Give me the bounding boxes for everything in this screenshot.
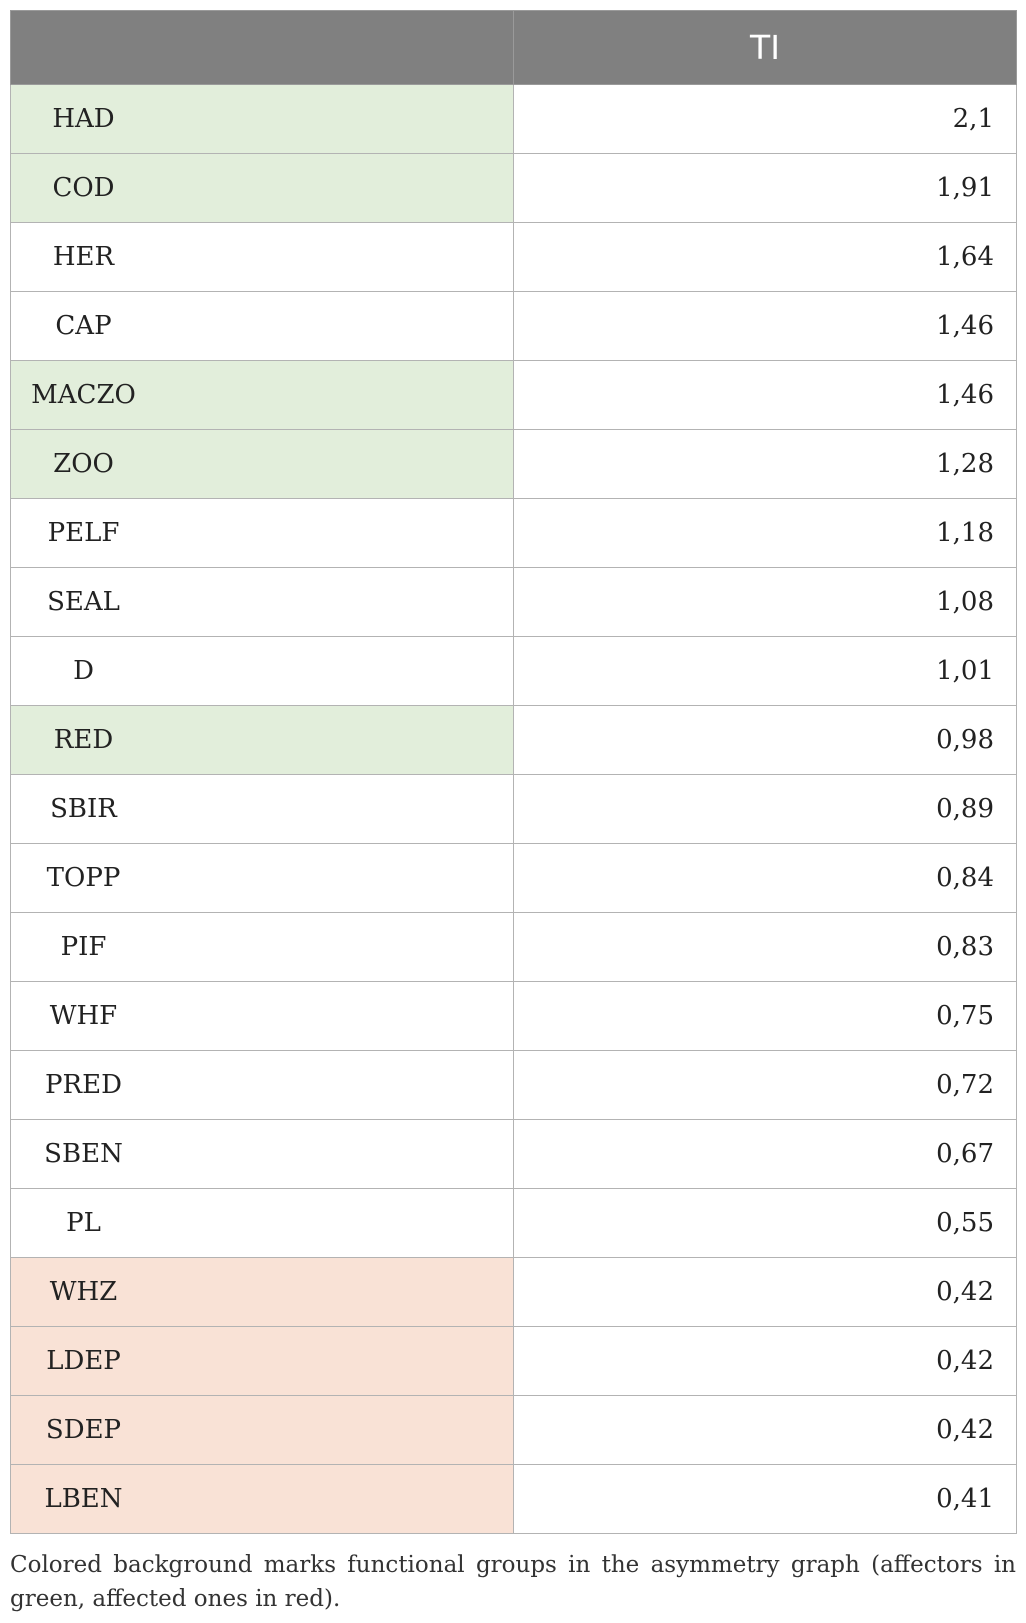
table-row: TOPP 0,84	[10, 843, 1017, 913]
table-header-row: TI	[10, 10, 1017, 85]
group-name: RED	[53, 725, 114, 755]
group-name-cell: ZOO	[10, 429, 514, 499]
group-name-cell: MACZO	[10, 360, 514, 430]
table-row: SEAL 1,08	[10, 567, 1017, 637]
group-name: HER	[52, 242, 115, 272]
ti-value: 2,1	[513, 84, 1017, 154]
table-row: WHF 0,75	[10, 981, 1017, 1051]
table-row: PRED 0,72	[10, 1050, 1017, 1120]
ti-value: 1,01	[513, 636, 1017, 706]
group-name-cell: HER	[10, 222, 514, 292]
ti-value: 0,89	[513, 774, 1017, 844]
group-name: WHF	[49, 1001, 118, 1031]
ti-value: 0,84	[513, 843, 1017, 913]
ti-value: 0,72	[513, 1050, 1017, 1120]
group-name-cell: PIF	[10, 912, 514, 982]
group-name-cell: LBEN	[10, 1464, 514, 1534]
ti-value: 1,18	[513, 498, 1017, 568]
group-name: PL	[66, 1208, 101, 1238]
group-name: MACZO	[31, 380, 136, 410]
group-name-cell: WHZ	[10, 1257, 514, 1327]
header-group-name	[10, 10, 514, 85]
trophic-index-table: TI HAD 2,1 COD 1,91 HER 1,64 CAP 1,46 MACZO 1,46 Z…	[10, 10, 1017, 1534]
group-name-cell: SBIR	[10, 774, 514, 844]
group-name: SDEP	[45, 1415, 122, 1445]
group-name-cell: SEAL	[10, 567, 514, 637]
ti-value: 1,91	[513, 153, 1017, 223]
group-name-cell: D	[10, 636, 514, 706]
table-row: D 1,01	[10, 636, 1017, 706]
group-name-cell: RED	[10, 705, 514, 775]
group-name-cell: TOPP	[10, 843, 514, 913]
table-footnote: Colored background marks functional grou…	[10, 1552, 1016, 1612]
table-row: CAP 1,46	[10, 291, 1017, 361]
group-name: LDEP	[46, 1346, 121, 1376]
ti-value: 0,83	[513, 912, 1017, 982]
group-name: D	[73, 656, 94, 686]
ti-value: 0,42	[513, 1257, 1017, 1327]
data-table-container: TI HAD 2,1 COD 1,91 HER 1,64 CAP 1,46 MACZO 1,46 Z…	[10, 10, 1017, 1534]
table-row: PIF 0,83	[10, 912, 1017, 982]
group-name-cell: LDEP	[10, 1326, 514, 1396]
table-row: WHZ 0,42	[10, 1257, 1017, 1327]
group-name: COD	[52, 173, 115, 203]
group-name: ZOO	[53, 449, 114, 479]
table-row: PL 0,55	[10, 1188, 1017, 1258]
ti-value: 0,42	[513, 1395, 1017, 1465]
table-row: COD 1,91	[10, 153, 1017, 223]
table-row: MACZO 1,46	[10, 360, 1017, 430]
group-name-cell: HAD	[10, 84, 514, 154]
table-row: RED 0,98	[10, 705, 1017, 775]
table-row: SBEN 0,67	[10, 1119, 1017, 1189]
group-name-cell: PELF	[10, 498, 514, 568]
ti-value: 1,64	[513, 222, 1017, 292]
group-name: HAD	[52, 104, 115, 134]
ti-value: 0,42	[513, 1326, 1017, 1396]
table-row: LDEP 0,42	[10, 1326, 1017, 1396]
table-row: SDEP 0,42	[10, 1395, 1017, 1465]
group-name: TOPP	[46, 863, 121, 893]
ti-value: 0,75	[513, 981, 1017, 1051]
table-row: SBIR 0,89	[10, 774, 1017, 844]
ti-value: 0,55	[513, 1188, 1017, 1258]
table-row: LBEN 0,41	[10, 1464, 1017, 1534]
ti-value: 1,08	[513, 567, 1017, 637]
group-name: SEAL	[47, 587, 120, 617]
group-name: PRED	[45, 1070, 122, 1100]
table-row: ZOO 1,28	[10, 429, 1017, 499]
group-name-cell: WHF	[10, 981, 514, 1051]
ti-value: 0,41	[513, 1464, 1017, 1534]
header-ti: TI	[513, 10, 1017, 85]
group-name-cell: PL	[10, 1188, 514, 1258]
group-name-cell: SDEP	[10, 1395, 514, 1465]
ti-value: 0,98	[513, 705, 1017, 775]
ti-value: 1,28	[513, 429, 1017, 499]
group-name-cell: PRED	[10, 1050, 514, 1120]
table-row: HER 1,64	[10, 222, 1017, 292]
table-row: HAD 2,1	[10, 84, 1017, 154]
group-name-cell: CAP	[10, 291, 514, 361]
ti-value: 1,46	[513, 360, 1017, 430]
group-name: WHZ	[49, 1277, 118, 1307]
group-name: SBEN	[44, 1139, 123, 1169]
group-name-cell: COD	[10, 153, 514, 223]
ti-value: 0,67	[513, 1119, 1017, 1189]
group-name-cell: SBEN	[10, 1119, 514, 1189]
ti-value: 1,46	[513, 291, 1017, 361]
group-name: PIF	[60, 932, 107, 962]
group-name: SBIR	[50, 794, 117, 824]
group-name: PELF	[47, 518, 120, 548]
table-row: PELF 1,18	[10, 498, 1017, 568]
group-name: LBEN	[44, 1484, 123, 1514]
table-body: HAD 2,1 COD 1,91 HER 1,64 CAP 1,46 MACZO 1,46 ZOO 1…	[10, 84, 1017, 1534]
group-name: CAP	[55, 311, 112, 341]
